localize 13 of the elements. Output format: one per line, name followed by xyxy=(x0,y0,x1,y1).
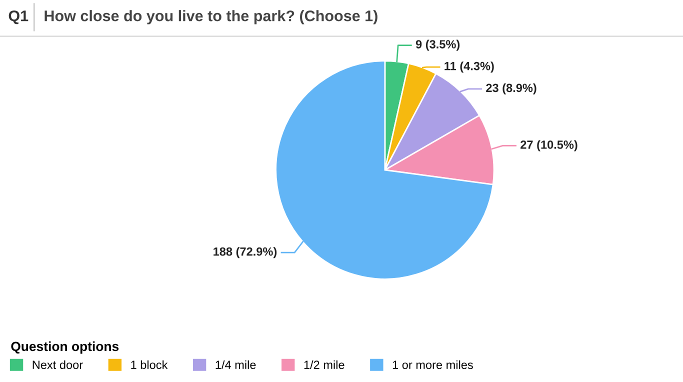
data-label: 23 (8.9%) xyxy=(486,83,536,94)
legend-label: 1 block xyxy=(131,360,168,370)
data-label: 11 (4.3%) xyxy=(444,62,494,73)
data-label: 27 (10.5%) xyxy=(520,140,578,152)
data-label: 9 (3.5%) xyxy=(416,40,460,51)
legend-title: Question options xyxy=(11,341,119,354)
legend-label: 1/4 mile xyxy=(216,360,256,370)
chart-title: How close do you live to the park? (Choose 1) xyxy=(44,10,378,24)
legend-label: Next door xyxy=(32,360,83,370)
text: Q1 xyxy=(8,10,28,24)
data-label: 188 (72.9%) xyxy=(214,247,277,258)
legend-label: 1/2 mile xyxy=(304,360,344,370)
legend-label: 1 or more miles xyxy=(392,360,473,370)
